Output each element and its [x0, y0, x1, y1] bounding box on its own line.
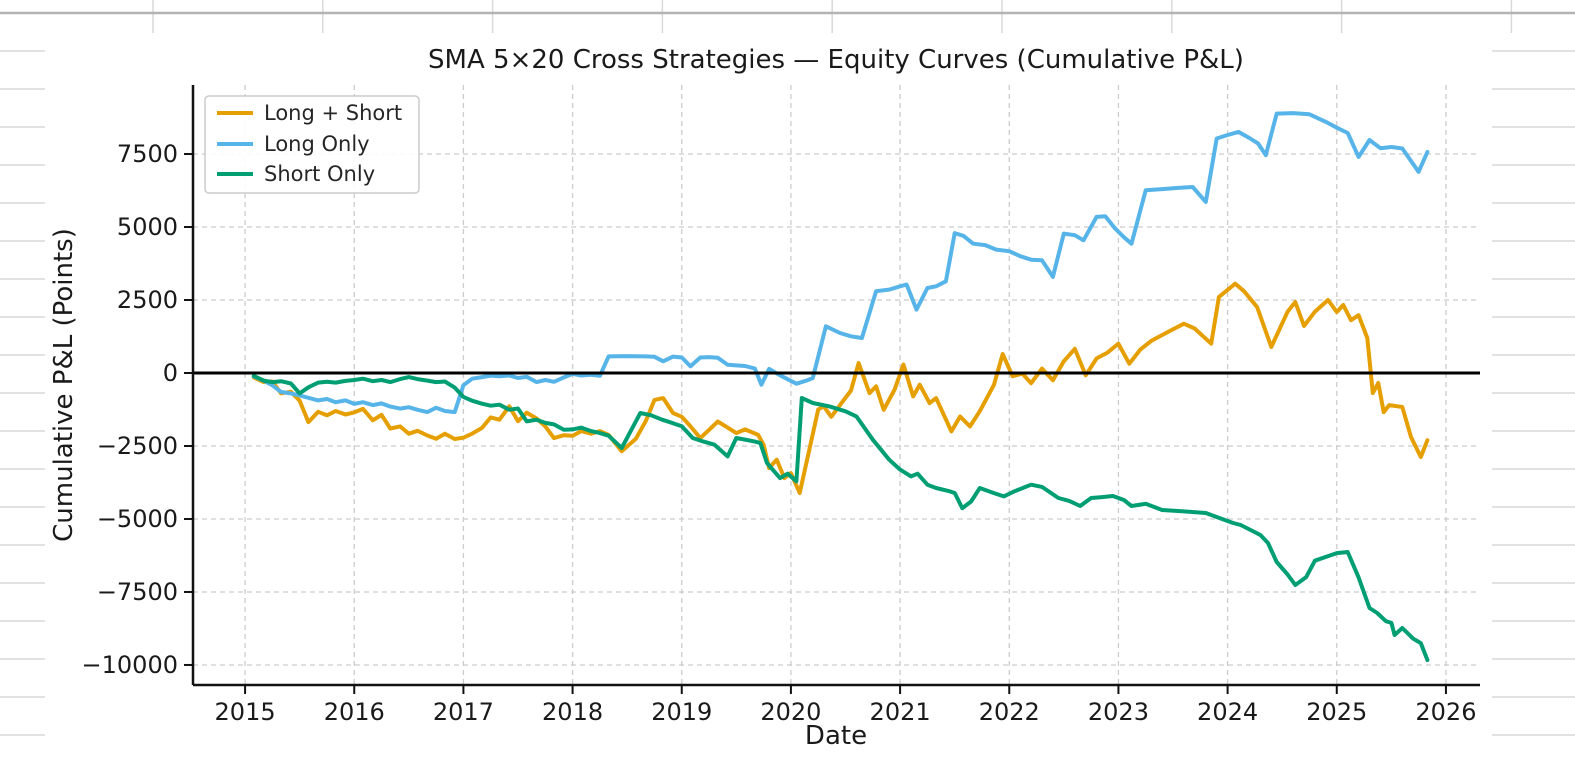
x-tick-label: 2022 [979, 698, 1040, 726]
x-tick-label: 2016 [324, 698, 385, 726]
plot-axes [191, 85, 1480, 687]
plot-ticks: 2015 2016 2017 2018 2019 2020 2021 2022 2023 2024… [82, 140, 1477, 726]
x-tick-label: 2017 [433, 698, 494, 726]
y-tick-label: 0 [163, 359, 178, 387]
x-tick-label: 2020 [760, 698, 821, 726]
series-long-only-line [251, 111, 1430, 415]
x-tick-label: 2018 [542, 698, 603, 726]
y-tick-label: −7500 [97, 578, 178, 606]
series-long-short-line [251, 281, 1430, 495]
spreadsheet-grid [0, 0, 1575, 736]
legend-box [204, 95, 420, 194]
legend-item-long-short: Long + Short [217, 101, 402, 125]
x-tick-label: 2026 [1415, 698, 1476, 726]
x-tick-label: 2019 [651, 698, 712, 726]
y-tick-label: −2500 [97, 432, 178, 460]
legend: Long + Short Long Only Short Only [204, 95, 420, 194]
legend-item-long-only: Long Only [217, 132, 370, 156]
legend-label-long-short: Long + Short [264, 101, 402, 125]
series-short-only-line [251, 373, 1430, 662]
plot-series [251, 111, 1430, 662]
x-tick-label: 2015 [215, 698, 276, 726]
y-tick-label: 5000 [117, 213, 178, 241]
x-axis-label: Date [805, 721, 867, 751]
legend-label-short-only: Short Only [264, 162, 375, 186]
y-tick-label: −10000 [82, 651, 178, 679]
x-tick-label: 2024 [1197, 698, 1258, 726]
y-tick-label: 7500 [117, 140, 178, 168]
y-axis-label: Cumulative P&L (Points) [49, 228, 79, 542]
y-tick-label: −5000 [97, 505, 178, 533]
x-tick-label: 2021 [870, 698, 931, 726]
y-tick-label: 2500 [117, 286, 178, 314]
legend-item-short-only: Short Only [217, 162, 375, 186]
x-tick-label: 2023 [1088, 698, 1149, 726]
chart-title: SMA 5×20 Cross Strategies — Equity Curve… [428, 45, 1244, 75]
x-tick-label: 2025 [1306, 698, 1367, 726]
legend-label-long-only: Long Only [264, 132, 370, 156]
